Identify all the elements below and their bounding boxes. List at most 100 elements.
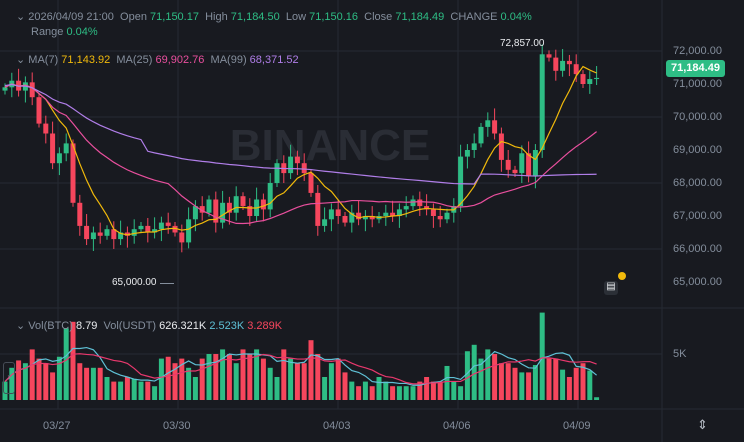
volume-bar [111, 381, 117, 400]
volume-bar [77, 363, 83, 400]
volume-bar [145, 381, 151, 400]
volume-bar [152, 386, 158, 400]
volume-bar [97, 367, 103, 400]
candle [111, 229, 117, 240]
candle [369, 216, 375, 220]
low-annotation: 65,000.00 [112, 277, 157, 288]
candle [478, 126, 484, 144]
volume-bar [376, 377, 382, 400]
candle [179, 232, 185, 243]
volume-bar [158, 358, 164, 400]
candle [519, 153, 525, 174]
volume-bar [220, 349, 226, 400]
volume-bar [84, 367, 90, 400]
candle [512, 169, 518, 174]
volume-bar [90, 367, 96, 400]
volume-bar [322, 377, 328, 400]
volume-bar [458, 386, 464, 400]
high-annotation: 72,857.00 [500, 38, 545, 49]
notification-dot-icon [618, 272, 626, 280]
y-tick-label: 72,000.00 [673, 45, 722, 57]
candle [505, 159, 511, 170]
volume-bar [267, 367, 273, 400]
candle [288, 156, 294, 174]
volume-bar [213, 354, 219, 400]
candle [158, 222, 164, 230]
y-tick-label: 65,000.00 [673, 276, 722, 288]
volume-bar [260, 358, 266, 400]
watermark: BINANCE [230, 121, 430, 170]
volume-bar [403, 386, 409, 400]
current-price-tag: 71,184.49 [666, 60, 725, 77]
candle [274, 163, 280, 183]
candle [485, 120, 491, 127]
candle [77, 202, 83, 226]
volume-bar [587, 370, 593, 400]
collapse-chevron-icon[interactable]: ⌄ [16, 320, 26, 332]
candle [430, 209, 436, 216]
volume-bar [342, 372, 348, 400]
collapse-chevron-icon[interactable]: ⌄ [16, 11, 26, 23]
x-tick-label: 03/27 [43, 420, 71, 432]
volume-bar [22, 363, 28, 400]
candle [138, 225, 144, 230]
volume-bar [539, 312, 545, 400]
candle [322, 219, 328, 226]
volume-bar [546, 358, 552, 400]
volume-bar [274, 377, 280, 400]
volume-bar [301, 363, 307, 400]
candle [356, 212, 362, 220]
candle [206, 199, 212, 213]
volume-bar [288, 358, 294, 400]
volume-bar [179, 358, 185, 400]
low-annotation-line [160, 283, 174, 284]
volume-bar [199, 358, 205, 400]
candle [335, 209, 341, 216]
volume-bar [424, 377, 430, 400]
volume-bar [50, 372, 56, 400]
candle [539, 54, 545, 150]
volume-bar [29, 349, 35, 400]
volume-bar [165, 356, 171, 400]
y-tick-label: 70,000.00 [673, 111, 722, 123]
candle [444, 212, 450, 220]
expand-panel-button[interactable]: › [3, 362, 15, 394]
volume-bar [464, 351, 470, 400]
candle [213, 199, 219, 223]
event-icon[interactable]: ▤ [604, 281, 618, 295]
candle [84, 225, 90, 240]
candle [131, 229, 137, 236]
candle [97, 232, 103, 236]
candle [383, 212, 389, 216]
volume-bar [16, 360, 22, 400]
scale-toggle-icon[interactable]: ⇕ [697, 417, 708, 432]
volume-bar [206, 354, 212, 400]
volume-bar [240, 349, 246, 400]
volume-bar [131, 378, 137, 400]
volume-bar [192, 377, 198, 400]
candle [437, 216, 443, 220]
candle [566, 60, 572, 65]
x-tick-label: 04/09 [563, 420, 591, 432]
candle [29, 82, 35, 98]
candle [587, 79, 593, 84]
volume-bar [124, 377, 130, 400]
candle [594, 77, 600, 80]
candle [247, 206, 253, 216]
volume-bar [233, 363, 239, 400]
candle [532, 150, 538, 177]
volume-bar [254, 349, 260, 400]
volume-bar [512, 367, 518, 400]
collapse-chevron-icon[interactable]: ⌄ [16, 54, 26, 66]
volume-bar [362, 381, 368, 400]
volume-bar [573, 367, 579, 400]
ma7-line [4, 65, 597, 236]
candle [2, 87, 8, 91]
candle [390, 212, 396, 216]
candle [267, 183, 273, 210]
volume-bar [63, 328, 69, 400]
volume-bar [294, 363, 300, 400]
volume-bar [186, 367, 192, 400]
volume-bar [410, 386, 416, 400]
